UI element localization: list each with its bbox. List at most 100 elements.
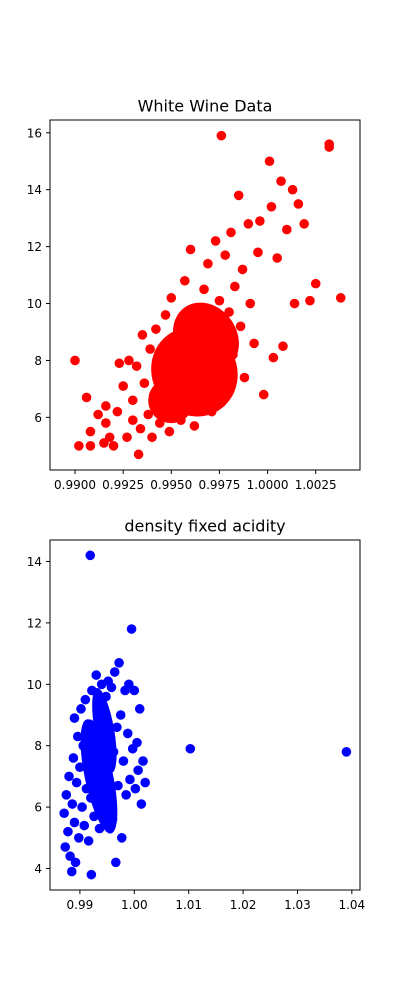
data-point	[93, 707, 104, 717]
data-point	[224, 307, 234, 317]
y-tick-label: 12	[27, 616, 42, 630]
data-point	[86, 869, 97, 880]
data-point	[164, 426, 175, 437]
x-tick-label: 1.00	[121, 898, 148, 912]
data-point	[253, 247, 263, 258]
data-point	[74, 441, 84, 451]
data-point	[189, 421, 200, 431]
y-tick-label: 8	[34, 739, 42, 753]
data-point	[115, 710, 126, 720]
data-point	[93, 409, 103, 420]
data-point	[122, 728, 133, 739]
data-point	[276, 176, 286, 186]
data-point	[172, 364, 182, 374]
data-point	[162, 384, 173, 394]
data-point	[187, 355, 198, 366]
data-point	[218, 330, 229, 340]
data-point	[243, 219, 254, 229]
data-point	[272, 253, 283, 263]
data-point	[122, 432, 132, 443]
data-point	[68, 753, 79, 763]
data-point	[105, 734, 116, 745]
data-point	[203, 258, 213, 269]
y-tick-label: 4	[34, 862, 42, 876]
data-point	[114, 658, 124, 668]
data-point	[59, 808, 69, 819]
data-point	[335, 293, 346, 303]
data-point	[178, 386, 188, 397]
data-point	[212, 361, 223, 371]
data-point	[130, 783, 141, 794]
x-tick-label: 0.9900	[54, 478, 96, 492]
data-point	[208, 315, 219, 326]
data-point	[166, 293, 177, 303]
data-point	[185, 743, 196, 754]
data-point	[143, 409, 153, 420]
x-tick-label: 1.01	[175, 898, 202, 912]
data-point	[81, 392, 92, 403]
x-axis-ticks: 0.99 1.00 1.01 1.02 1.03 1.04	[67, 890, 365, 912]
data-point	[124, 679, 134, 690]
data-point	[127, 415, 138, 426]
data-point	[99, 716, 109, 726]
data-point	[137, 330, 148, 340]
data-point	[124, 355, 134, 366]
plot-frame	[49, 119, 361, 471]
y-tick-label: 16	[27, 126, 42, 140]
data-point	[233, 190, 244, 201]
data-point	[102, 759, 112, 769]
data-point	[61, 790, 72, 800]
data-point	[136, 799, 147, 809]
data-point	[178, 349, 188, 360]
data-point	[104, 786, 115, 797]
data-point	[214, 295, 225, 306]
data-point	[220, 250, 231, 260]
data-point	[133, 765, 143, 776]
data-point	[249, 338, 259, 349]
data-point	[140, 777, 150, 788]
data-point	[100, 805, 110, 815]
data-point	[239, 372, 250, 383]
data-point	[341, 747, 352, 757]
data-point	[87, 685, 97, 696]
data-point	[113, 780, 123, 791]
x-tick-label: 1.04	[338, 898, 365, 912]
data-point	[160, 310, 171, 320]
data-point	[118, 381, 128, 391]
data-point	[193, 367, 204, 377]
data-point	[278, 341, 288, 352]
data-point	[134, 704, 145, 714]
data-point	[230, 281, 240, 292]
data-point	[85, 426, 96, 437]
data-point	[85, 441, 96, 451]
x-tick-label: 0.99	[67, 898, 94, 912]
data-point	[64, 771, 74, 782]
data-point	[85, 550, 96, 561]
data-point	[287, 184, 298, 195]
data-point	[63, 826, 73, 837]
y-tick-label: 10	[27, 678, 42, 692]
data-point	[170, 392, 180, 403]
x-tick-label: 1.0000	[247, 478, 289, 492]
data-point	[133, 449, 144, 460]
x-tick-label: 0.9925	[102, 478, 144, 492]
data-point	[235, 321, 246, 332]
data-point	[174, 318, 184, 329]
data-point	[90, 725, 100, 736]
data-point	[210, 236, 221, 246]
scatter-points	[59, 550, 352, 880]
data-point	[65, 851, 75, 862]
y-tick-label: 6	[34, 411, 42, 425]
y-tick-label: 14	[27, 555, 42, 569]
data-point	[60, 842, 71, 852]
y-axis-ticks: 4 6 8 10 12 14	[27, 555, 50, 876]
data-point	[80, 694, 91, 705]
data-point	[69, 817, 80, 828]
x-tick-label: 0.9950	[150, 478, 192, 492]
data-point	[97, 796, 108, 806]
x-tick-label: 1.0025	[295, 478, 337, 492]
data-point	[114, 358, 125, 369]
data-point	[132, 737, 142, 748]
data-point	[222, 386, 232, 397]
data-point	[71, 777, 82, 788]
